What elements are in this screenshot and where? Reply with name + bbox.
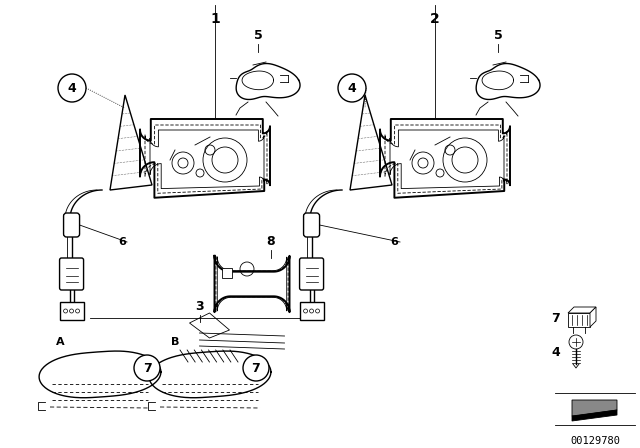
- Text: 4: 4: [551, 346, 560, 359]
- Text: 3: 3: [196, 300, 204, 313]
- FancyBboxPatch shape: [300, 258, 324, 290]
- Text: 7: 7: [551, 311, 560, 324]
- Text: 5: 5: [253, 29, 262, 42]
- FancyBboxPatch shape: [300, 302, 324, 320]
- FancyBboxPatch shape: [60, 302, 84, 320]
- Text: A: A: [56, 337, 64, 347]
- Polygon shape: [568, 307, 596, 313]
- Polygon shape: [568, 313, 590, 327]
- Polygon shape: [350, 95, 392, 190]
- Polygon shape: [572, 400, 617, 416]
- Polygon shape: [590, 307, 596, 327]
- Circle shape: [134, 355, 160, 381]
- Polygon shape: [572, 410, 617, 421]
- Text: 8: 8: [267, 235, 275, 248]
- Circle shape: [58, 74, 86, 102]
- Polygon shape: [110, 95, 152, 190]
- Text: 5: 5: [493, 29, 502, 42]
- Text: 4: 4: [68, 82, 76, 95]
- FancyBboxPatch shape: [63, 213, 79, 237]
- Text: 00129780: 00129780: [570, 436, 620, 446]
- Circle shape: [569, 335, 583, 349]
- Text: 6: 6: [118, 237, 126, 247]
- Text: 6: 6: [390, 237, 398, 247]
- Text: 2: 2: [430, 12, 440, 26]
- Polygon shape: [189, 313, 230, 338]
- Circle shape: [338, 74, 366, 102]
- Text: 4: 4: [348, 82, 356, 95]
- Text: 7: 7: [252, 362, 260, 375]
- FancyBboxPatch shape: [303, 213, 319, 237]
- Text: 1: 1: [210, 12, 220, 26]
- FancyBboxPatch shape: [60, 258, 84, 290]
- FancyBboxPatch shape: [221, 268, 232, 278]
- Circle shape: [243, 355, 269, 381]
- Text: 7: 7: [143, 362, 152, 375]
- Text: B: B: [171, 337, 179, 347]
